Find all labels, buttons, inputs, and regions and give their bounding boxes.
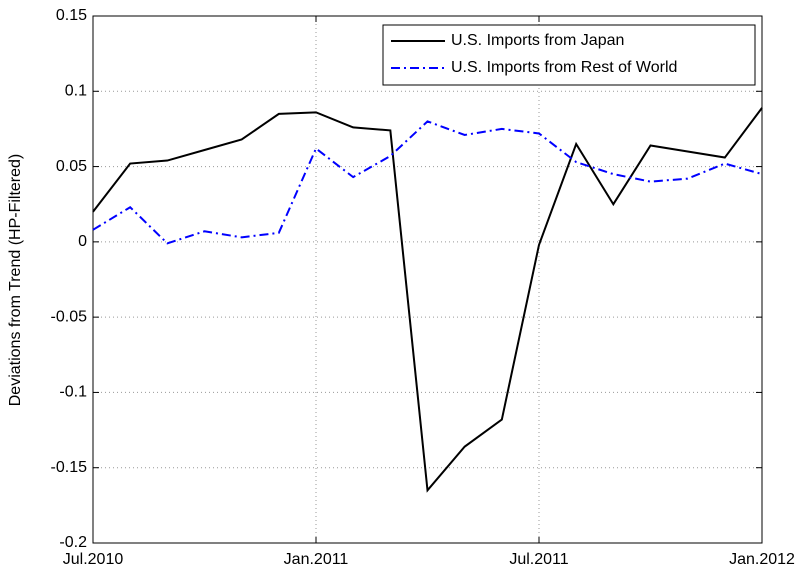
y-axis-label: Deviations from Trend (HP-Filtered) xyxy=(7,154,24,407)
y-tick-label: -0.05 xyxy=(51,308,88,325)
legend-box xyxy=(382,24,756,86)
y-tick-label: -0.15 xyxy=(51,459,88,476)
y-tick-label: -0.2 xyxy=(59,534,87,551)
x-tick-label: Jul.2010 xyxy=(63,551,124,568)
series-line xyxy=(92,120,763,245)
x-tick-label: Jan.2011 xyxy=(284,551,349,568)
plot-frame xyxy=(92,15,763,544)
y-tick-label: 0 xyxy=(78,233,87,250)
y-tick-label: -0.1 xyxy=(59,384,87,401)
x-tick-label: Jan.2012 xyxy=(729,551,795,568)
y-tick-label: 0.15 xyxy=(56,7,87,24)
y-tick-label: 0.1 xyxy=(65,83,87,100)
series-line xyxy=(92,107,763,493)
legend-label: U.S. Imports from Rest of World xyxy=(451,59,677,76)
legend-label: U.S. Imports from Japan xyxy=(451,32,624,49)
y-tick-label: 0.05 xyxy=(56,158,87,175)
x-tick-label: Jul.2011 xyxy=(509,551,568,568)
